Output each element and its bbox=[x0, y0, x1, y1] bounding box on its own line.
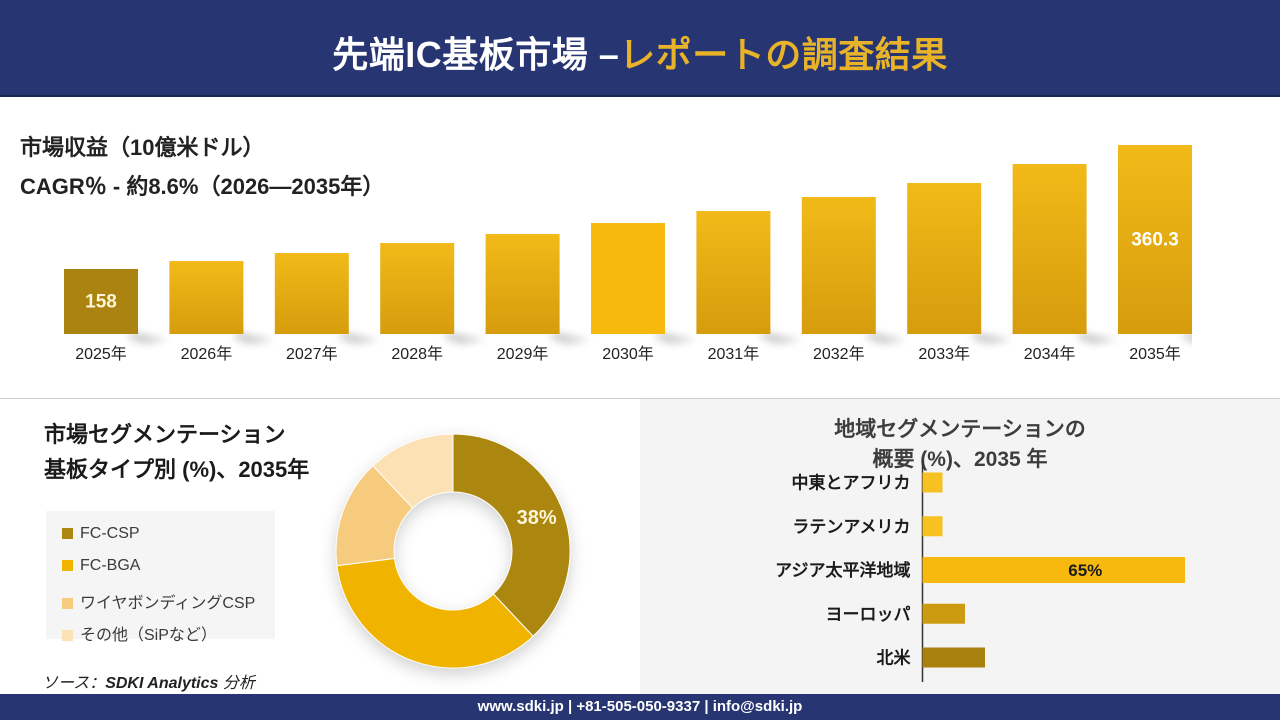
svg-text:2025年: 2025年 bbox=[75, 345, 127, 363]
svg-text:アジア太平洋地域: アジア太平洋地域 bbox=[775, 560, 910, 580]
svg-text:ヨーロッパ: ヨーロッパ bbox=[826, 605, 911, 624]
svg-text:38%: 38% bbox=[517, 507, 557, 529]
svg-text:2029年: 2029年 bbox=[497, 345, 549, 363]
svg-text:2030年: 2030年 bbox=[602, 345, 654, 363]
svg-text:2031年: 2031年 bbox=[708, 345, 760, 363]
svg-text:2026年: 2026年 bbox=[181, 345, 233, 363]
svg-text:2035年: 2035年 bbox=[1129, 345, 1181, 363]
svg-text:158: 158 bbox=[85, 292, 117, 313]
svg-text:北米: 北米 bbox=[877, 648, 912, 668]
svg-text:2028年: 2028年 bbox=[391, 345, 443, 363]
svg-text:360.3: 360.3 bbox=[1131, 230, 1179, 251]
svg-text:ラテンアメリカ: ラテンアメリカ bbox=[792, 517, 910, 536]
svg-text:中東とアフリカ: 中東とアフリカ bbox=[792, 473, 911, 493]
svg-text:2034年: 2034年 bbox=[1024, 345, 1076, 363]
svg-text:2032年: 2032年 bbox=[813, 345, 865, 363]
svg-text:2033年: 2033年 bbox=[918, 345, 970, 363]
svg-text:65%: 65% bbox=[1068, 561, 1102, 580]
svg-text:2027年: 2027年 bbox=[286, 345, 338, 363]
